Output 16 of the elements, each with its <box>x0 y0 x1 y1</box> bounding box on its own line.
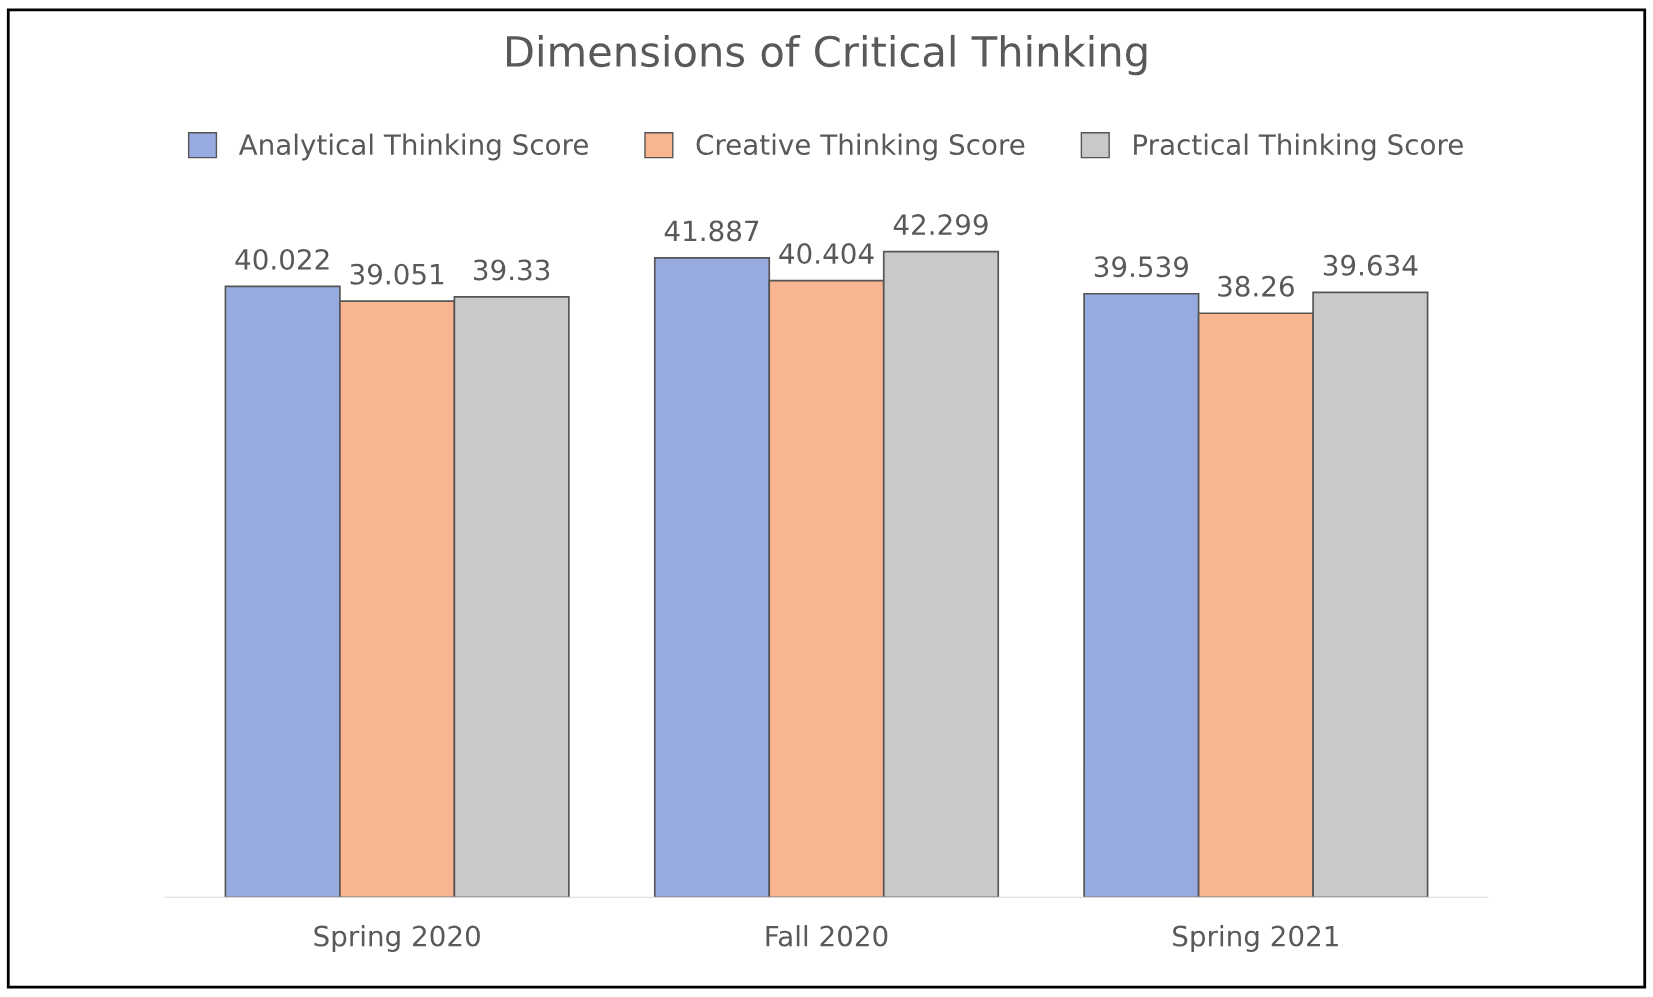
data-label: 40.404 <box>779 243 874 265</box>
data-label: 41.887 <box>664 220 759 242</box>
legend-label: Practical Thinking Score <box>1134 133 1463 161</box>
chart-title: Dimensions of Critical Thinking <box>506 34 1147 76</box>
x-tick-label: Fall 2020 <box>766 925 888 947</box>
data-label: 38.26 <box>1218 275 1294 297</box>
data-label: 39.33 <box>474 259 550 281</box>
data-label: 42.299 <box>893 214 988 236</box>
data-label: 39.539 <box>1094 256 1188 278</box>
legend-label: Creative Thinking Score <box>696 133 1025 161</box>
data-label: 40.022 <box>235 248 329 270</box>
x-tick-label: Spring 2020 <box>314 925 480 952</box>
x-tick-label: Spring 2021 <box>1173 925 1338 952</box>
data-label: 39.634 <box>1323 254 1418 276</box>
legend-label: Analytical Thinking Score <box>238 133 588 161</box>
data-label: 39.051 <box>350 263 444 285</box>
